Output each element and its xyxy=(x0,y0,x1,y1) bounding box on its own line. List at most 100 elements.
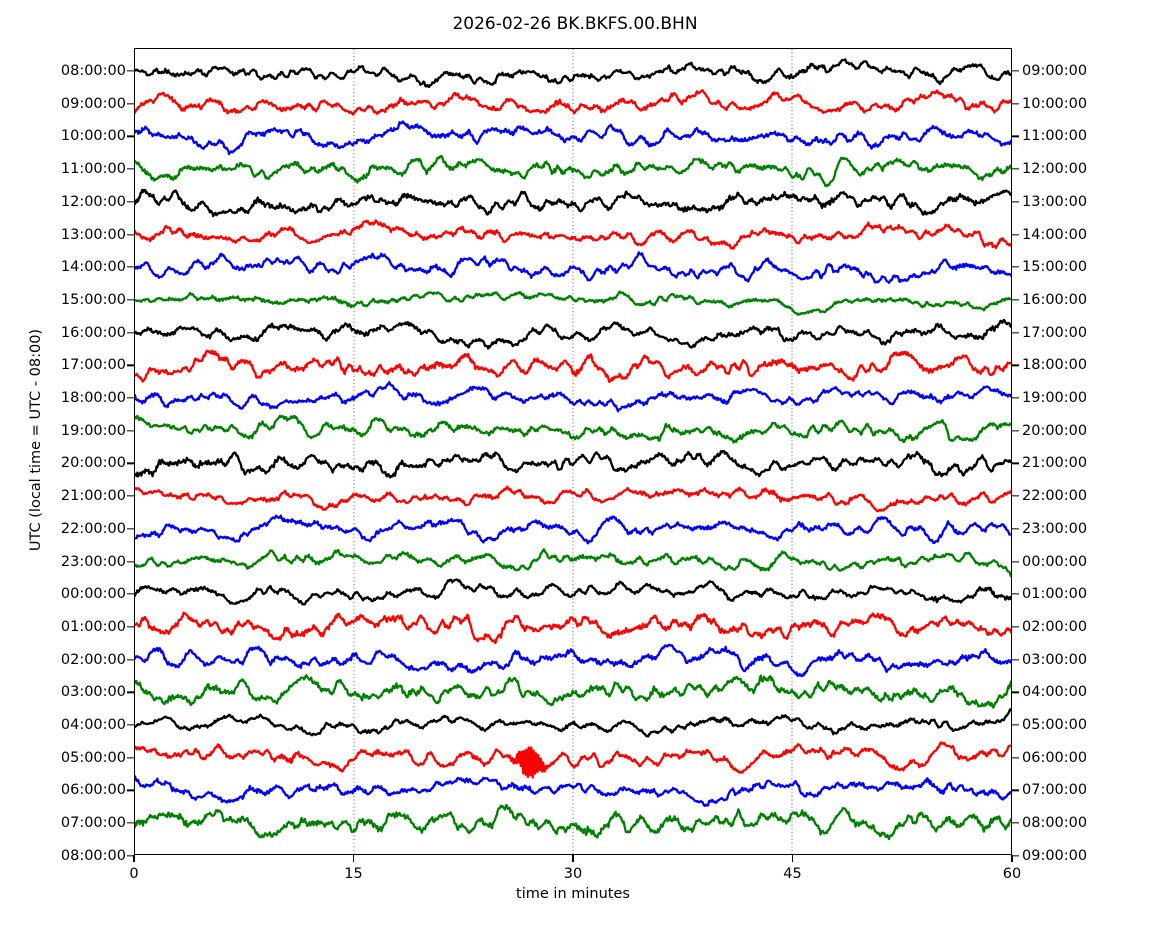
y-tick-mark-left xyxy=(127,495,134,497)
y-tick-label-right: 20:00:00 xyxy=(1022,422,1088,439)
y-tick-mark-right xyxy=(1012,724,1019,726)
y-tick-label-right: 13:00:00 xyxy=(1022,193,1088,210)
y-tick-mark-left xyxy=(127,299,134,301)
y-tick-mark-right xyxy=(1012,658,1019,661)
y-tick-label-left: 07:00:00 xyxy=(60,815,126,832)
y-tick-mark-right xyxy=(1012,168,1019,170)
y-tick-label-left: 14:00:00 xyxy=(60,259,126,276)
x-tick-mark xyxy=(1011,855,1013,862)
y-tick-mark-right xyxy=(1012,201,1019,203)
y-tick-mark-right xyxy=(1012,266,1019,268)
x-tick-label: 30 xyxy=(563,866,583,882)
y-tick-mark-right xyxy=(1012,560,1019,563)
x-tick-mark xyxy=(791,855,794,862)
y-tick-mark-left xyxy=(127,757,134,759)
y-tick-label-right: 14:00:00 xyxy=(1022,226,1088,243)
seismic-trace xyxy=(135,775,1011,808)
y-tick-mark-left xyxy=(127,528,134,530)
seismic-trace xyxy=(135,741,1011,779)
y-tick-mark-left xyxy=(127,724,134,726)
y-tick-label-right: 11:00:00 xyxy=(1022,128,1088,145)
y-tick-label-left: 03:00:00 xyxy=(60,684,126,701)
x-tick-label: 60 xyxy=(1002,866,1022,882)
y-tick-mark-left xyxy=(127,789,134,792)
seismic-trace xyxy=(135,514,1011,545)
y-tick-mark-left xyxy=(127,364,134,366)
y-tick-mark-right xyxy=(1012,495,1019,497)
seismic-trace xyxy=(135,188,1011,218)
y-tick-mark-right xyxy=(1012,789,1019,792)
x-tick-label: 15 xyxy=(344,866,363,882)
seismic-trace xyxy=(135,643,1011,678)
y-tick-mark-left xyxy=(127,658,134,661)
y-tick-mark-left xyxy=(127,593,134,595)
y-tick-mark-right xyxy=(1012,855,1019,857)
y-tick-mark-right xyxy=(1012,430,1019,432)
y-tick-label-right: 04:00:00 xyxy=(1022,684,1088,701)
y-tick-label-left: 04:00:00 xyxy=(60,717,126,733)
seismic-trace xyxy=(135,578,1011,606)
y-tick-mark-left xyxy=(127,462,134,465)
y-tick-mark-left xyxy=(127,201,134,203)
y-tick-label-right: 23:00:00 xyxy=(1022,520,1088,537)
y-tick-label-left: 13:00:00 xyxy=(60,226,126,243)
y-tick-mark-right xyxy=(1012,593,1019,595)
y-tick-label-right: 09:00:00 xyxy=(1022,847,1088,864)
y-tick-mark-left xyxy=(127,626,134,628)
y-tick-label-right: 02:00:00 xyxy=(1022,618,1088,635)
y-tick-label-right: 19:00:00 xyxy=(1022,390,1088,406)
y-tick-label-right: 21:00:00 xyxy=(1022,455,1088,472)
y-tick-label-left: 05:00:00 xyxy=(60,749,126,766)
y-tick-label-right: 01:00:00 xyxy=(1022,586,1088,603)
x-axis-label: time in minutes xyxy=(516,886,630,902)
y-tick-label-right: 12:00:00 xyxy=(1022,161,1088,178)
y-tick-mark-right xyxy=(1012,331,1019,334)
y-tick-label-left: 01:00:00 xyxy=(60,618,126,635)
y-tick-mark-left xyxy=(127,822,134,824)
seismic-trace xyxy=(135,548,1011,578)
y-tick-mark-left xyxy=(127,397,134,399)
plot-area xyxy=(134,48,1012,855)
y-tick-mark-right xyxy=(1012,70,1019,72)
seismic-trace xyxy=(135,803,1011,841)
y-tick-mark-left xyxy=(127,691,134,693)
seismic-trace xyxy=(135,674,1011,709)
y-tick-mark-left xyxy=(127,430,134,432)
x-tick-label: 45 xyxy=(783,866,802,882)
y-tick-mark-right xyxy=(1012,103,1019,105)
seismic-trace xyxy=(135,318,1011,350)
y-tick-label-left: 12:00:00 xyxy=(60,193,126,210)
y-tick-label-right: 07:00:00 xyxy=(1022,782,1088,799)
y-tick-label-right: 09:00:00 xyxy=(1022,63,1088,79)
seismic-trace xyxy=(135,449,1011,479)
y-tick-label-left: 08:00:00 xyxy=(60,847,126,864)
seismic-trace xyxy=(135,251,1011,284)
y-tick-mark-right xyxy=(1012,135,1019,138)
seismic-trace xyxy=(135,485,1011,513)
y-tick-mark-right xyxy=(1012,822,1019,824)
y-axis-label: UTC (local time = UTC - 08:00) xyxy=(28,328,44,552)
y-tick-label-right: 22:00:00 xyxy=(1022,488,1088,505)
y-tick-mark-left xyxy=(127,331,134,334)
seismic-trace xyxy=(135,154,1011,188)
seismogram-traces xyxy=(135,49,1011,854)
y-tick-label-right: 18:00:00 xyxy=(1022,357,1088,374)
y-tick-mark-left xyxy=(127,168,134,170)
y-tick-mark-right xyxy=(1012,528,1019,530)
y-tick-label-right: 10:00:00 xyxy=(1022,95,1088,112)
y-tick-label-right: 06:00:00 xyxy=(1022,749,1088,766)
x-tick-mark xyxy=(572,855,574,862)
page-title: 2026-02-26 BK.BKFS.00.BHN xyxy=(452,14,698,34)
y-tick-mark-left xyxy=(127,266,134,268)
y-tick-mark-right xyxy=(1012,299,1019,301)
seismic-trace xyxy=(135,58,1011,89)
y-tick-label-right: 15:00:00 xyxy=(1022,259,1088,276)
y-tick-mark-right xyxy=(1012,233,1019,236)
y-tick-label-right: 16:00:00 xyxy=(1022,291,1088,308)
y-tick-label-left: 02:00:00 xyxy=(60,651,126,668)
y-tick-mark-right xyxy=(1012,691,1019,693)
x-tick-label: 0 xyxy=(129,866,139,882)
x-tick-mark xyxy=(133,855,135,862)
y-tick-label-right: 00:00:00 xyxy=(1022,553,1088,570)
